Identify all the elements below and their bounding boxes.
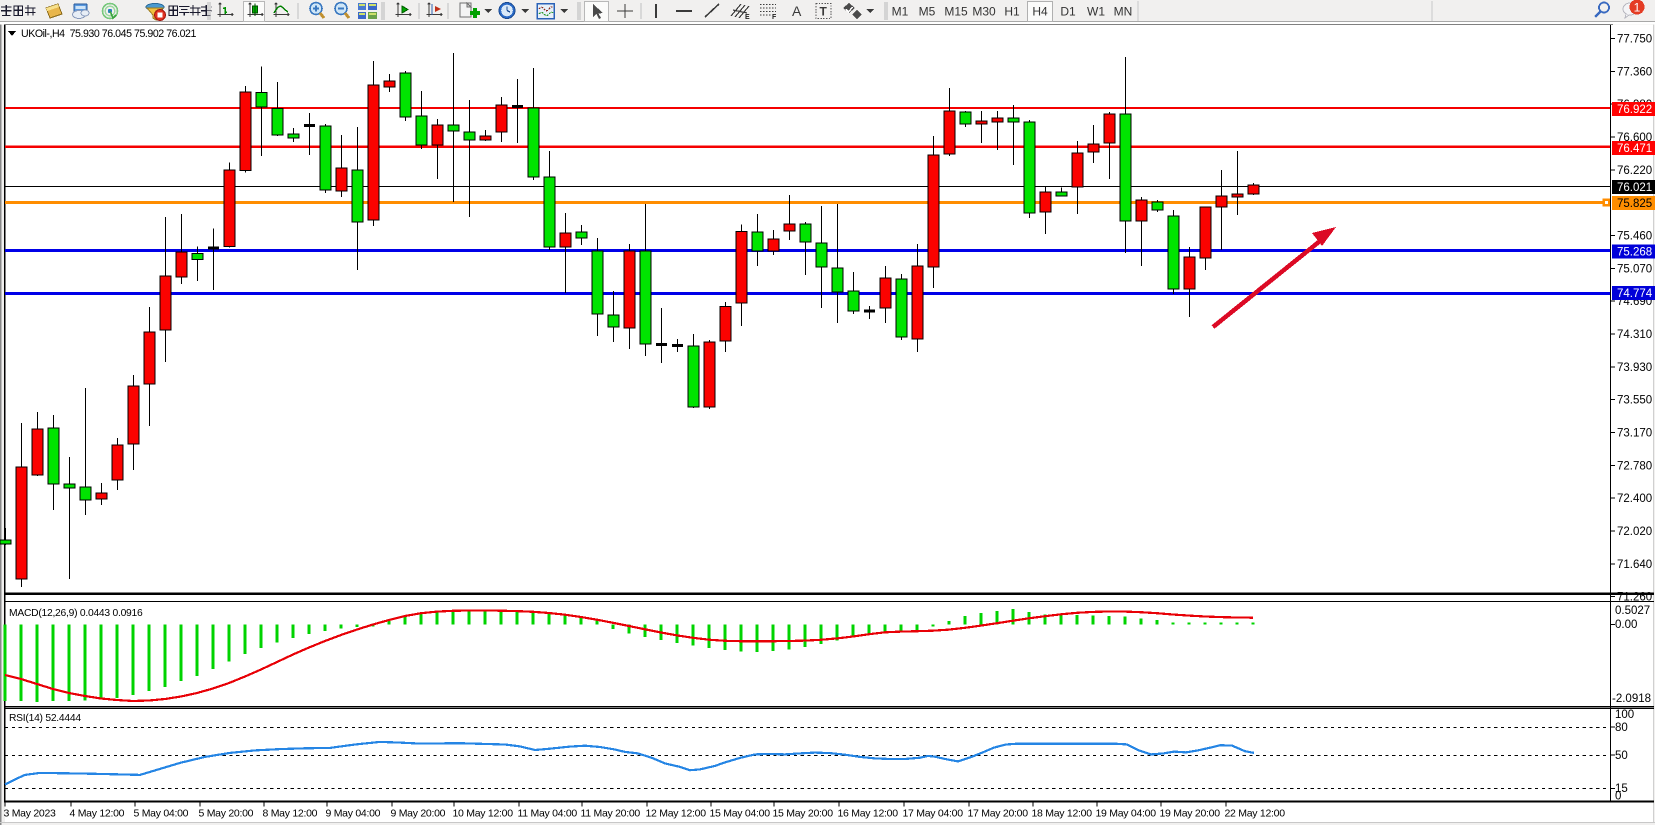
svg-text:M15: M15 <box>944 5 968 19</box>
svg-text:0.00: 0.00 <box>1615 619 1637 631</box>
svg-text:75.460: 75.460 <box>1617 231 1652 243</box>
svg-text:0: 0 <box>1615 791 1621 803</box>
svg-text:15 May 04:00: 15 May 04:00 <box>710 808 771 820</box>
svg-text:0.5027: 0.5027 <box>1615 605 1650 617</box>
svg-text:76.220: 76.220 <box>1617 165 1652 177</box>
svg-text:73.930: 73.930 <box>1617 362 1652 374</box>
svg-text:16 May 12:00: 16 May 12:00 <box>838 808 899 820</box>
svg-text:MACD(12,26,9) 0.0443 0.0916: MACD(12,26,9) 0.0443 0.0916 <box>9 608 143 619</box>
svg-text:17 May 20:00: 17 May 20:00 <box>968 808 1029 820</box>
svg-text:RSI(14) 52.4444: RSI(14) 52.4444 <box>9 713 81 724</box>
svg-text:50: 50 <box>1615 750 1628 762</box>
svg-text:5 May 20:00: 5 May 20:00 <box>199 808 254 820</box>
svg-text:3 May 2023: 3 May 2023 <box>4 808 57 820</box>
svg-text:11 May 20:00: 11 May 20:00 <box>581 808 641 820</box>
svg-text:76.922: 76.922 <box>1617 104 1652 116</box>
svg-text:71.640: 71.640 <box>1617 559 1652 571</box>
svg-text:H1: H1 <box>1004 5 1020 19</box>
svg-text:18 May 12:00: 18 May 12:00 <box>1032 808 1093 820</box>
svg-text:8 May 12:00: 8 May 12:00 <box>263 808 318 820</box>
svg-text:4 May 12:00: 4 May 12:00 <box>70 808 125 820</box>
svg-text:-2.0918: -2.0918 <box>1612 693 1651 705</box>
svg-text:15: 15 <box>1615 783 1628 795</box>
svg-text:H4: H4 <box>1032 5 1048 19</box>
svg-text:UKOil-,H4 75.930 76.045 75.90: UKOil-,H4 75.930 76.045 75.902 76.021 <box>21 28 196 40</box>
svg-text:73.170: 73.170 <box>1617 428 1652 440</box>
svg-text:76.021: 76.021 <box>1617 182 1652 194</box>
svg-text:19 May 20:00: 19 May 20:00 <box>1160 808 1221 820</box>
svg-text:T: T <box>820 5 828 19</box>
svg-text:11 May 04:00: 11 May 04:00 <box>518 808 578 820</box>
svg-text:1: 1 <box>1634 1 1641 15</box>
svg-text:72.780: 72.780 <box>1617 460 1652 472</box>
svg-text:74.774: 74.774 <box>1617 288 1653 300</box>
svg-text:12 May 12:00: 12 May 12:00 <box>646 808 707 820</box>
svg-text:77.750: 77.750 <box>1617 34 1652 46</box>
svg-text:M5: M5 <box>919 5 936 19</box>
svg-text:F: F <box>772 14 777 21</box>
svg-text:M1: M1 <box>892 5 909 19</box>
svg-text:74.310: 74.310 <box>1617 329 1652 341</box>
svg-text:W1: W1 <box>1087 5 1105 19</box>
svg-text:5 May 04:00: 5 May 04:00 <box>134 808 189 820</box>
svg-text:9 May 04:00: 9 May 04:00 <box>326 808 381 820</box>
svg-text:75.070: 75.070 <box>1617 263 1652 275</box>
svg-text:17 May 04:00: 17 May 04:00 <box>903 808 964 820</box>
svg-text:MN: MN <box>1114 5 1133 19</box>
svg-text:10 May 12:00: 10 May 12:00 <box>453 808 514 820</box>
svg-text:100: 100 <box>1615 709 1634 721</box>
svg-text:M30: M30 <box>972 5 996 19</box>
svg-text:77.360: 77.360 <box>1617 66 1652 78</box>
svg-text:73.550: 73.550 <box>1617 395 1652 407</box>
svg-text:19 May 04:00: 19 May 04:00 <box>1096 808 1157 820</box>
svg-text:A: A <box>792 3 802 19</box>
svg-text:72.400: 72.400 <box>1617 493 1652 505</box>
svg-text:75.825: 75.825 <box>1617 198 1652 210</box>
svg-text:9 May 20:00: 9 May 20:00 <box>391 808 446 820</box>
svg-text:75.268: 75.268 <box>1617 247 1652 259</box>
svg-text:72.020: 72.020 <box>1617 526 1652 538</box>
svg-text:76.471: 76.471 <box>1617 143 1652 155</box>
svg-text:15 May 20:00: 15 May 20:00 <box>773 808 834 820</box>
svg-text:71.260: 71.260 <box>1617 592 1652 604</box>
svg-text:22 May 12:00: 22 May 12:00 <box>1225 808 1286 820</box>
svg-text:80: 80 <box>1615 722 1628 734</box>
svg-text:D1: D1 <box>1060 5 1076 19</box>
svg-text:E: E <box>745 14 750 21</box>
